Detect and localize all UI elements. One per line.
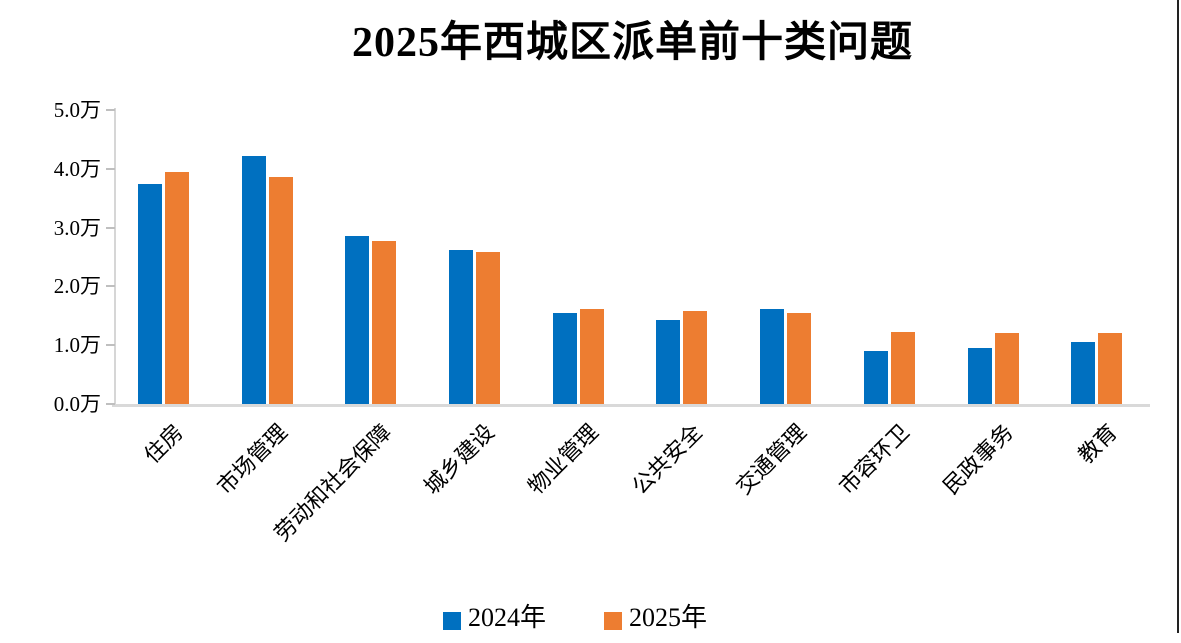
bar-2024 — [241, 155, 266, 404]
legend-label-2024: 2024年 — [468, 603, 547, 632]
x-axis-label: 交通管理 — [730, 419, 811, 500]
bar-2024 — [656, 319, 681, 404]
y-axis-tick-mark — [106, 285, 115, 288]
bar-2025 — [994, 332, 1019, 404]
bar-2024 — [449, 249, 473, 404]
x-axis-label: 公共安全 — [626, 419, 707, 500]
x-axis-label: 民政事务 — [938, 419, 1018, 500]
bar-2024 — [967, 348, 992, 404]
bar-2025 — [1098, 333, 1123, 404]
y-axis-tick-label: 0.0万 — [53, 392, 101, 416]
bar-2024 — [760, 309, 785, 404]
right-border-line — [1177, 0, 1179, 633]
bar-2024 — [137, 183, 162, 404]
x-axis-label: 市场管理 — [212, 419, 293, 500]
bar-2025 — [683, 311, 708, 404]
x-axis-label: 市容环卫 — [834, 419, 915, 500]
legend-label-2025: 2025年 — [629, 603, 708, 632]
y-axis-tick-label: 3.0万 — [53, 215, 101, 240]
bar-2024 — [1071, 342, 1096, 404]
bar-2025 — [476, 252, 500, 404]
chart-title: 2025年西城区派单前十类问题 — [351, 20, 913, 66]
legend-swatch-2024 — [443, 612, 461, 630]
x-axis-line — [112, 404, 1150, 407]
legend-swatch-2025 — [604, 612, 622, 630]
x-axis-label: 教育 — [1072, 419, 1122, 469]
y-axis-tick-label: 5.0万 — [53, 98, 101, 122]
bar-2025 — [890, 332, 915, 404]
bar-2025 — [372, 241, 397, 404]
bar-2024 — [345, 235, 370, 404]
x-axis-label: 物业管理 — [523, 419, 604, 500]
bar-2025 — [268, 177, 293, 404]
x-axis-label: 住房 — [139, 419, 189, 469]
y-axis-tick-mark — [106, 226, 115, 229]
y-axis-tick-mark — [106, 167, 115, 170]
y-axis-tick-mark — [106, 109, 115, 111]
y-axis-tick-label: 1.0万 — [53, 333, 101, 358]
bar-2024 — [552, 312, 577, 404]
y-axis-tick-label: 2.0万 — [53, 274, 101, 299]
y-axis-tick-label: 4.0万 — [53, 156, 101, 181]
bar-2025 — [579, 309, 604, 404]
x-axis-label: 城乡建设 — [419, 419, 500, 500]
y-axis-tick-mark — [106, 344, 115, 347]
y-axis-line — [114, 108, 116, 405]
y-axis-tick-mark — [106, 403, 115, 405]
bar-2025 — [787, 312, 812, 404]
bar-2025 — [164, 172, 189, 404]
bar-2024 — [863, 351, 888, 404]
